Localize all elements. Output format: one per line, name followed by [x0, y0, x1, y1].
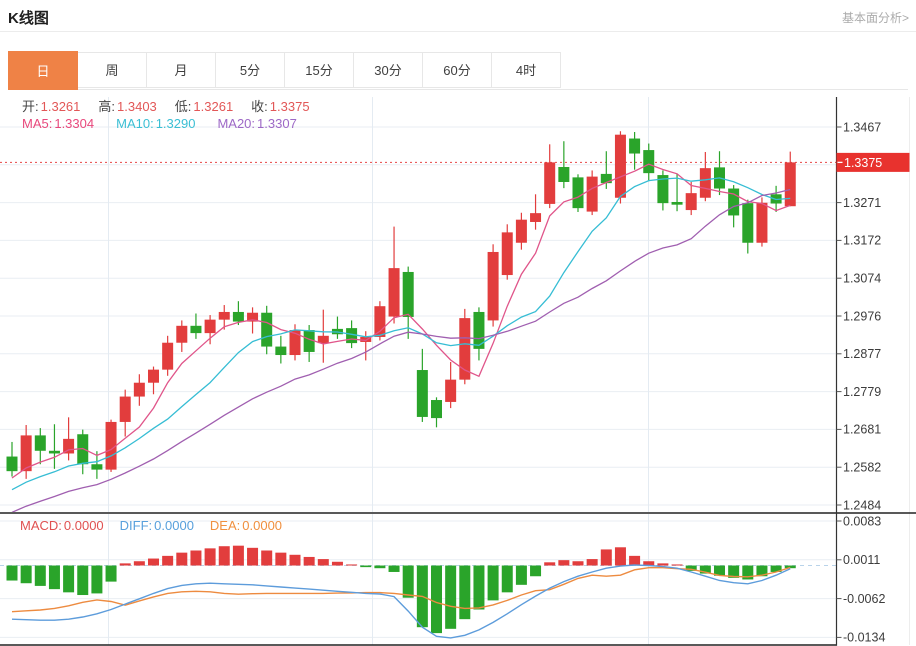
ma5-value: 1.3304: [54, 116, 95, 131]
ohlc-open: 开: 1.3261: [22, 99, 81, 114]
macd-readout: MACD: 0.0000 DIFF: 0.0000 DEA: 0.0000: [20, 519, 282, 533]
tab-月[interactable]: 月: [146, 52, 216, 88]
timeframe-tabs: 日周月 5分 15分 30分 60分 4时: [8, 51, 908, 90]
high-value: 1.3403: [117, 99, 157, 114]
tab-30分[interactable]: 30分: [353, 52, 423, 88]
svg-text:1.2582: 1.2582: [843, 461, 881, 475]
macd-value-readout: MACD: 0.0000: [20, 518, 104, 533]
ma10-line: [11, 177, 791, 491]
svg-text:1.3172: 1.3172: [843, 234, 881, 248]
macd-axis-labels: 0.0083 0.0011 -0.0062 -0.0134: [836, 514, 885, 645]
ma5-line: [11, 163, 791, 479]
close-value: 1.3375: [269, 99, 310, 114]
tab-4时[interactable]: 4时: [491, 52, 561, 88]
svg-text:-0.0134: -0.0134: [843, 631, 885, 645]
ohlc-readout: 开: 1.3261 高: 1.3403 低: 1.3261 收: 1.3375: [22, 100, 310, 114]
ohlc-close: 收: 1.3375: [251, 99, 310, 114]
candles-layer: [6, 131, 796, 479]
svg-text:0.0011: 0.0011: [843, 553, 880, 567]
macd-value: 0.0000: [63, 518, 104, 533]
svg-text:1.2484: 1.2484: [843, 498, 881, 512]
svg-text:1.3375: 1.3375: [844, 156, 882, 170]
macd-histogram-layer: [6, 545, 796, 634]
ma20-readout: MA20: 1.3307: [217, 116, 297, 131]
widget-header: K线图 基本面分析>: [0, 0, 916, 32]
tab-周[interactable]: 周: [77, 52, 147, 88]
dea-line: [11, 566, 791, 613]
tab-日[interactable]: 日: [8, 51, 78, 90]
ma10-value: 1.3290: [155, 116, 196, 131]
svg-text:1.3467: 1.3467: [843, 120, 881, 134]
diff-value-readout: DIFF: 0.0000: [119, 518, 194, 533]
svg-text:1.3271: 1.3271: [843, 196, 881, 210]
ma5-readout: MA5: 1.3304: [22, 116, 95, 131]
diff-value: 0.0000: [154, 518, 194, 533]
svg-text:1.2681: 1.2681: [843, 423, 881, 437]
tab-5分[interactable]: 5分: [215, 52, 285, 88]
svg-text:-0.0062: -0.0062: [843, 592, 885, 606]
page-title: K线图: [8, 10, 49, 27]
diff-line: [11, 564, 791, 639]
svg-text:1.3074: 1.3074: [843, 272, 881, 286]
svg-text:1.2976: 1.2976: [843, 309, 881, 323]
fundamental-analysis-link[interactable]: 基本面分析>: [841, 11, 909, 25]
tab-15分[interactable]: 15分: [284, 52, 354, 88]
ma10-readout: MA10: 1.3290: [116, 116, 196, 131]
ma20-line: [11, 188, 791, 512]
current-price-badge: 1.3375: [836, 152, 910, 172]
ma-readout: MA5: 1.3304 MA10: 1.3290 MA20: 1.3307: [22, 117, 297, 131]
low-value: 1.3261: [193, 99, 234, 114]
open-value: 1.3261: [40, 99, 81, 114]
price-axis-labels: 1.3467 1.3271 1.3172 1.3074 1.2976 1.2877 1.27…: [836, 120, 881, 512]
ohlc-low: 低: 1.3261: [174, 99, 234, 114]
tab-60分[interactable]: 60分: [422, 52, 492, 88]
svg-text:1.2779: 1.2779: [843, 385, 881, 399]
ma20-value: 1.3307: [257, 116, 297, 131]
svg-text:1.2877: 1.2877: [843, 347, 881, 361]
ohlc-high: 高: 1.3403: [98, 99, 157, 114]
dea-value: 0.0000: [242, 518, 283, 533]
dea-value-readout: DEA: 0.0000: [209, 518, 283, 533]
svg-text:0.0083: 0.0083: [843, 514, 881, 528]
